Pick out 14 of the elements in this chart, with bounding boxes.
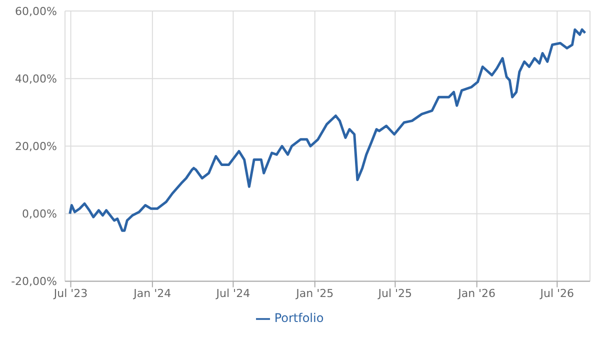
y-tick-label: 20,00% xyxy=(15,140,57,154)
y-tick-label: 0,00% xyxy=(22,208,57,221)
x-tick-label: Jan '24 xyxy=(132,287,172,300)
x-tick-label: Jul '25 xyxy=(377,287,412,300)
x-tick-label: Jan '25 xyxy=(295,287,334,300)
x-tick-label: Jan '26 xyxy=(457,287,496,300)
x-tick-label: Jul '26 xyxy=(539,287,574,300)
y-tick-label: -20,00% xyxy=(11,275,57,288)
line-series xyxy=(68,28,586,232)
x-tick-label: Jul '24 xyxy=(215,287,250,300)
y-tick-label: 60,00% xyxy=(15,4,57,18)
x-tick-label: Jul '23 xyxy=(52,287,88,300)
legend-label: Portfolio xyxy=(274,311,324,326)
y-tick-label: 40,00% xyxy=(15,72,57,86)
